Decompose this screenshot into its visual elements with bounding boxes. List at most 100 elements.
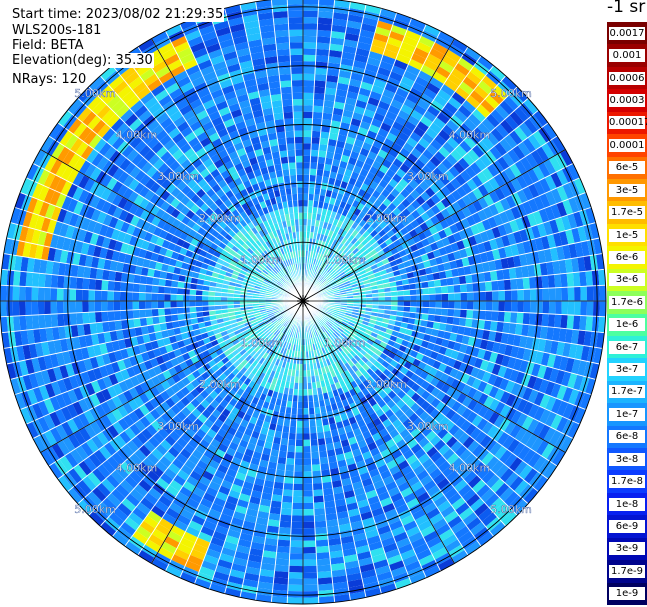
radar-cell [341,115,353,125]
radar-cell [343,216,351,225]
radar-cell [139,317,148,327]
radar-cell [348,263,356,271]
radar-cell [195,295,203,301]
radar-cell [303,559,317,567]
radar-cell [358,227,367,236]
radar-cell [324,157,334,166]
radar-cell [509,424,522,439]
radar-cell [335,140,346,149]
radar-cell [417,332,425,341]
radar-cell [522,448,536,465]
radar-cell [400,486,414,498]
radar-cell [445,397,457,409]
radar-cell [120,281,128,292]
radar-cell [342,330,349,337]
radar-cell [456,197,467,210]
radar-cell [69,276,77,290]
radar-cell [434,369,444,380]
radar-cell [345,430,356,440]
radar-cell [303,376,308,384]
radar-cell [342,247,350,255]
radar-cell [356,278,364,284]
radar-cell [340,323,347,329]
radar-cell [310,143,320,151]
radar-cell [413,542,430,555]
radar-cell [316,558,331,566]
radar-cell [420,525,436,538]
radar-cell [550,172,563,189]
radar-cell [435,239,445,249]
radar-cell [320,278,327,285]
radar-cell [499,184,512,198]
radar-cell [298,376,303,384]
radar-cell [539,393,551,409]
radar-cell [516,312,524,325]
radar-cell [270,500,282,509]
radar-cell [395,438,407,450]
radar-cell [503,95,519,111]
radar-cell [325,322,332,328]
radar-cell [384,508,398,520]
radar-cell [408,58,424,71]
radar-cell [459,140,472,154]
radar-cell [325,250,332,258]
radar-cell [323,346,329,353]
radar-cell [340,372,348,380]
radar-cell [341,477,353,487]
radar-cell [384,291,392,297]
radar-cell [303,231,307,238]
radar-cell [497,506,513,522]
radar-cell [462,153,475,166]
radar-cell [589,362,600,380]
radar-cell [314,181,322,189]
radar-cell [410,427,422,439]
radar-cell [342,418,351,428]
radar-cell [580,301,588,316]
radar-cell [415,548,432,561]
radar-cell [315,314,321,320]
radar-cell [315,282,321,288]
radar-cell [455,258,464,269]
radar-cell [442,448,455,461]
radar-cell [354,275,362,281]
radar-cell [428,307,436,315]
radar-cell [361,259,369,267]
radar-cell [546,261,555,276]
radar-cell [585,377,596,395]
radar-cell [332,575,348,584]
radar-cell [391,525,406,537]
radar-cell [392,18,410,30]
radar-cell [527,452,542,468]
radar-cell [540,352,550,367]
radar-cell [474,157,487,172]
radar-cell [422,148,434,161]
radar-cell [394,115,408,127]
radar-cell [152,316,160,325]
radar-cell [414,406,425,418]
radar-cell [316,29,332,38]
radar-cell [284,470,295,478]
radar-cell [267,519,280,528]
radar-cell [406,454,419,466]
radar-cell [273,570,289,579]
radar-cell [397,290,404,297]
radar-cell [312,394,319,402]
radar-cell [423,24,441,37]
radar-cell [365,63,380,73]
radar-cell [315,533,329,541]
radar-cell [523,467,538,484]
radar-cell [259,498,272,507]
radar-cell [454,301,461,310]
radar-cell [325,512,338,521]
radar-cell [481,117,496,133]
radar-cell [323,256,329,263]
radar-cell [360,81,374,91]
radar-cell [463,265,472,276]
radar-cell [365,304,373,309]
radar-cell [158,285,165,294]
radar-cell [314,67,328,75]
radar-cell [369,44,385,55]
radar-cell [458,507,474,521]
radar-cell [376,334,384,342]
radar-cell [318,589,335,598]
